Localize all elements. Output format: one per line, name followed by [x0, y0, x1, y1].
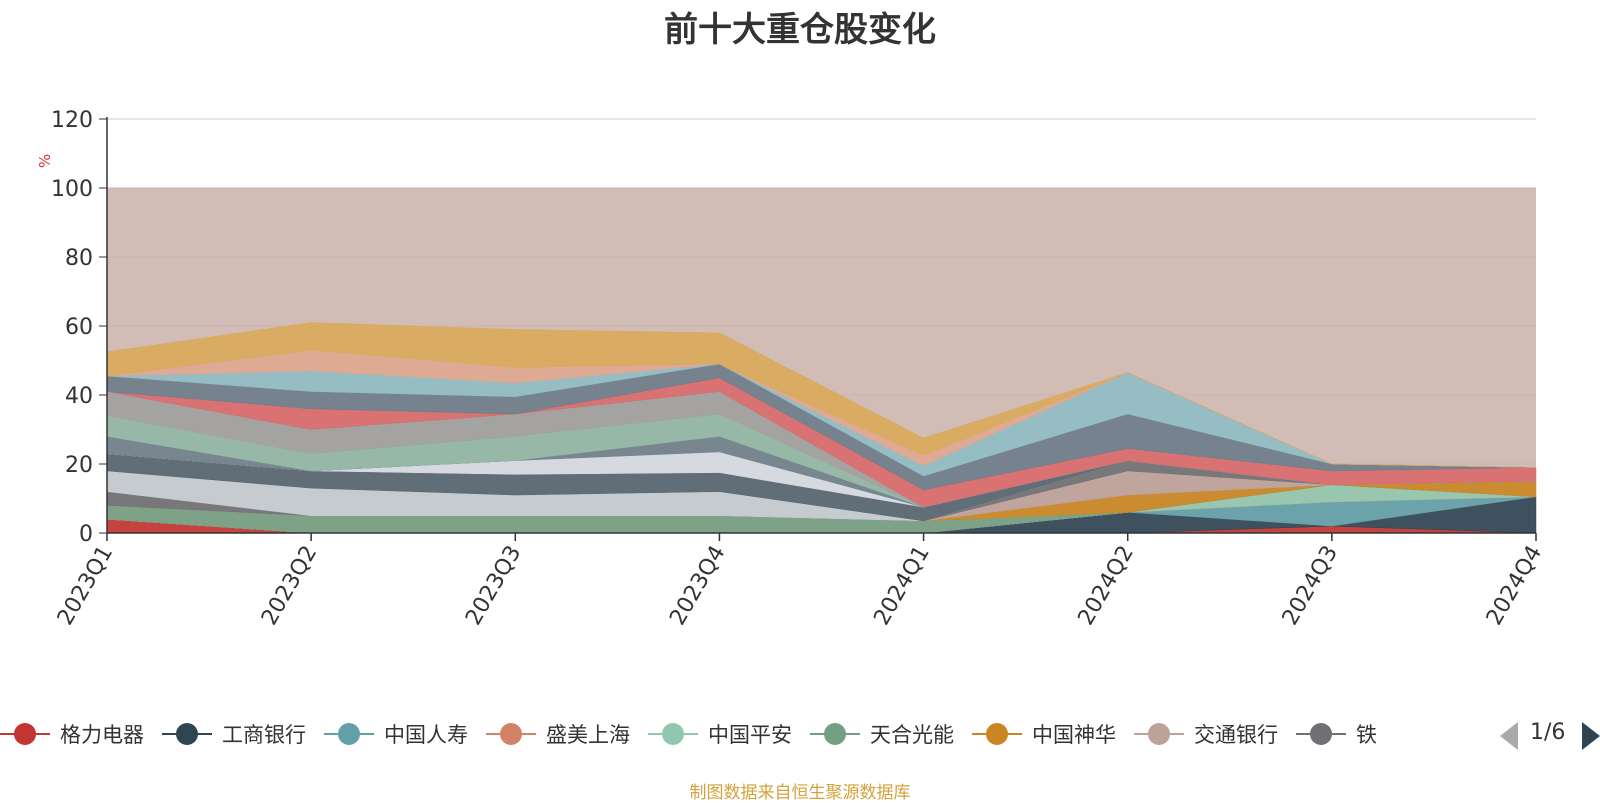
legend-label: 铁: [1356, 723, 1377, 747]
legend-pager: 1/6: [1500, 718, 1600, 752]
legend-item[interactable]: 天合光能: [810, 714, 954, 754]
legend-label: 中国平安: [708, 723, 792, 747]
legend-marker-icon: [162, 722, 212, 746]
legend-item[interactable]: 盛美上海: [486, 714, 630, 754]
legend-marker-icon: [972, 722, 1022, 746]
legend-marker-icon: [810, 722, 860, 746]
legend-marker-icon: [324, 722, 374, 746]
y-tick-label: 100: [51, 177, 93, 202]
source-note: 制图数据来自恒生聚源数据库: [689, 783, 911, 803]
legend-item[interactable]: 中国平安: [648, 714, 792, 754]
legend-marker-icon: [648, 722, 698, 746]
legend-label: 中国神华: [1032, 723, 1116, 747]
legend-item[interactable]: 格力电器: [0, 714, 144, 754]
legend-label: 中国人寿: [384, 723, 468, 747]
legend-marker-icon: [0, 722, 50, 746]
x-tick-label: 2023Q1: [53, 542, 118, 630]
legend-marker-icon: [1296, 722, 1346, 746]
x-tick-label: 2024Q1: [869, 542, 934, 630]
chart-title: 前十大重仓股变化: [664, 10, 936, 50]
x-tick-label: 2023Q2: [257, 542, 322, 630]
legend-page-indicator: 1/6: [1530, 720, 1566, 745]
legend-item[interactable]: 中国人寿: [324, 714, 468, 754]
area-series[interactable]: [106, 322, 1537, 468]
legend-marker-icon: [486, 722, 536, 746]
y-tick-label: 20: [65, 453, 93, 478]
legend-marker-icon: [1134, 722, 1184, 746]
legend-item[interactable]: 铁: [1296, 714, 1377, 754]
y-axis-label: %: [36, 154, 54, 168]
legend-label: 工商银行: [222, 723, 306, 747]
legend-item[interactable]: 交通银行: [1134, 714, 1278, 754]
legend-item[interactable]: 中国神华: [972, 714, 1116, 754]
y-tick-label: 40: [65, 384, 93, 409]
legend-prev-page-icon[interactable]: [1500, 722, 1518, 750]
y-tick-label: 120: [51, 108, 93, 133]
x-tick-label: 2023Q3: [461, 542, 526, 630]
legend-label: 格力电器: [60, 723, 144, 747]
y-tick-label: 80: [65, 246, 93, 271]
y-tick-label: 0: [79, 522, 93, 547]
legend: 格力电器 工商银行 中国人寿 盛美上海 中国平安 天合光能 中国神华 交通银行 铁: [0, 714, 1485, 754]
legend-label: 交通银行: [1194, 723, 1278, 747]
legend-next-page-icon[interactable]: [1582, 722, 1600, 750]
legend-item[interactable]: 工商银行: [162, 714, 306, 754]
y-tick-label: 60: [65, 315, 93, 340]
legend-label: 天合光能: [870, 723, 954, 747]
x-tick-label: 2023Q4: [665, 542, 730, 630]
legend-label: 盛美上海: [546, 723, 630, 747]
x-tick-label: 2024Q2: [1074, 542, 1139, 630]
chart-plot: 0 20 40 60 80 100 120 2023Q1 2023Q2 2023Q3 2023Q4 2…: [36, 108, 1547, 630]
x-tick-label: 2024Q4: [1482, 542, 1547, 630]
x-tick-label: 2024Q3: [1278, 542, 1343, 630]
